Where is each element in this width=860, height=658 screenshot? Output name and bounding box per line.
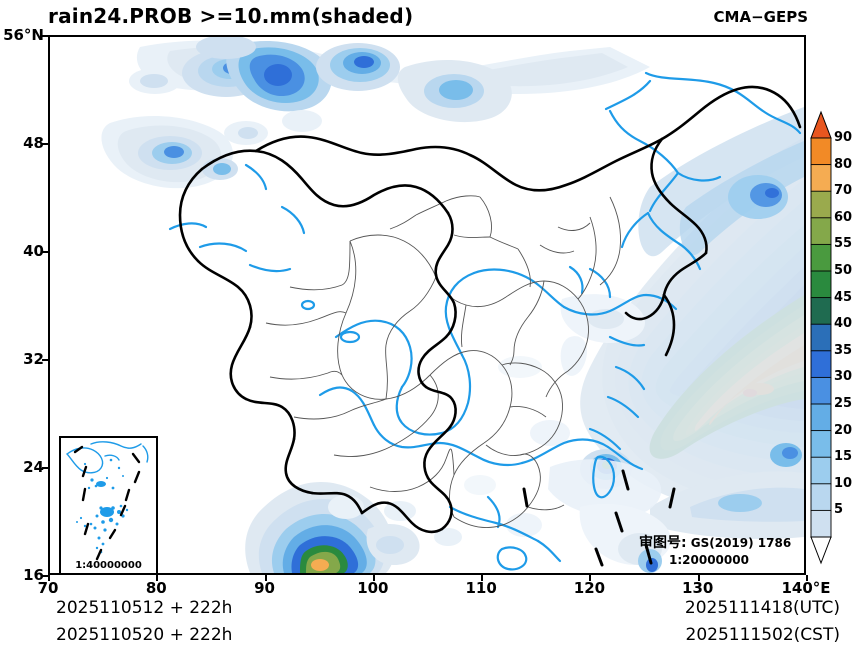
footer-valid-utc: 2025111418(UTC) <box>684 598 840 618</box>
colorbar-band <box>810 297 832 326</box>
footer-init-cst: 2025110520 + 222h <box>56 625 233 645</box>
x-tick-label: 140°E <box>781 579 831 597</box>
colorbar: 90 80 70 60 55 50 45 40 35 30 25 20 15 10 5 <box>810 110 860 565</box>
x-tick-label: 120 <box>573 579 606 597</box>
colorbar-band <box>810 456 832 485</box>
y-tick-mark <box>42 575 48 577</box>
shading-indochina <box>245 481 462 573</box>
colorbar-tick-label: 25 <box>834 396 853 411</box>
x-tick-mark <box>156 575 159 581</box>
page-title: rain24.PROB >=10.mm(shaded) <box>48 4 414 28</box>
colorbar-band <box>810 376 832 405</box>
x-tick-mark <box>481 575 484 581</box>
colorbar-band <box>810 164 832 193</box>
inset-islands <box>76 458 129 554</box>
south-china-sea-inset: 1:40000000 <box>59 436 158 573</box>
colorbar-band <box>810 430 832 459</box>
colorbar-tick-label: 10 <box>834 475 853 491</box>
x-tick-mark <box>372 575 375 581</box>
colorbar-tick-label: 45 <box>834 289 853 305</box>
colorbar-band <box>810 270 832 299</box>
colorbar-strip <box>810 110 832 565</box>
y-tick-label: 24 <box>23 458 44 476</box>
y-tick-label: 56°N <box>3 26 44 44</box>
x-tick-label: 100 <box>357 579 389 597</box>
colorbar-tick-label: 55 <box>834 236 853 252</box>
colorbar-band <box>810 323 832 352</box>
y-tick-label: 32 <box>23 350 44 368</box>
colorbar-under-arrow <box>810 536 832 565</box>
model-label: CMA−GEPS <box>713 8 808 26</box>
x-tick-mark <box>48 575 50 581</box>
x-tick-label: 70 <box>37 579 59 597</box>
inset-scale-label: 1:40000000 <box>75 560 142 571</box>
colorbar-over-arrow <box>810 110 832 139</box>
province-borders-layer <box>265 195 621 528</box>
x-tick-label: 90 <box>254 579 275 597</box>
inset-nine-dash-line <box>73 445 141 561</box>
x-tick-mark <box>697 575 700 581</box>
map-approval-stamp: 审图号: GS(2019) 1786 1:20000000 <box>639 535 791 568</box>
colorbar-band <box>810 350 832 379</box>
rivers-layer <box>168 71 802 571</box>
nine-dash-line <box>522 469 676 567</box>
x-tick-mark <box>806 575 808 581</box>
colorbar-band <box>810 243 832 272</box>
colorbar-tick-label: 80 <box>834 156 853 172</box>
x-tick-label: 80 <box>145 579 167 597</box>
y-tick-mark <box>42 467 48 469</box>
shading-east-halo <box>580 107 804 539</box>
colorbar-tick-label: 5 <box>834 502 844 518</box>
stamp-label: 审图号: <box>639 535 687 551</box>
colorbar-band <box>810 137 832 166</box>
x-tick-mark <box>264 575 267 581</box>
colorbar-tick-label: 15 <box>834 449 853 465</box>
map-canvas <box>101 37 804 573</box>
colorbar-band <box>810 403 832 432</box>
shading-north-patches <box>101 37 651 189</box>
colorbar-tick-label: 60 <box>834 209 853 225</box>
colorbar-tick-label: 20 <box>834 422 853 438</box>
y-tick-label: 48 <box>23 134 44 152</box>
footer-valid-cst: 2025111502(CST) <box>685 625 840 645</box>
colorbar-band <box>810 190 832 219</box>
colorbar-band <box>810 217 832 246</box>
colorbar-tick-label: 70 <box>834 183 853 199</box>
y-tick-mark <box>42 143 48 145</box>
x-tick-label: 110 <box>465 579 497 597</box>
y-tick-mark <box>42 35 48 37</box>
colorbar-band <box>810 483 832 512</box>
colorbar-tick-label: 40 <box>834 316 853 332</box>
colorbar-tick-label: 30 <box>834 369 853 385</box>
stamp-code: GS(2019) 1786 <box>690 536 792 550</box>
x-tick-label: 130 <box>682 579 714 597</box>
colorbar-tick-label: 35 <box>834 342 853 358</box>
inset-map <box>65 441 149 561</box>
y-tick-mark <box>42 251 48 253</box>
y-tick-label: 16 <box>23 566 44 584</box>
colorbar-band <box>810 509 832 538</box>
stamp-scale: 1:20000000 <box>669 552 749 567</box>
national-border-layer <box>178 85 802 534</box>
y-tick-label: 40 <box>23 242 44 260</box>
colorbar-tick-label: 90 <box>834 130 853 145</box>
colorbar-tick-label: 50 <box>834 263 853 278</box>
y-tick-mark <box>42 359 48 361</box>
map-plot-area: 1:40000000 审图号: GS(2019) 1786 1:20000000 <box>48 35 806 575</box>
x-tick-mark <box>589 575 592 581</box>
footer-init-utc: 2025110512 + 222h <box>56 598 233 618</box>
